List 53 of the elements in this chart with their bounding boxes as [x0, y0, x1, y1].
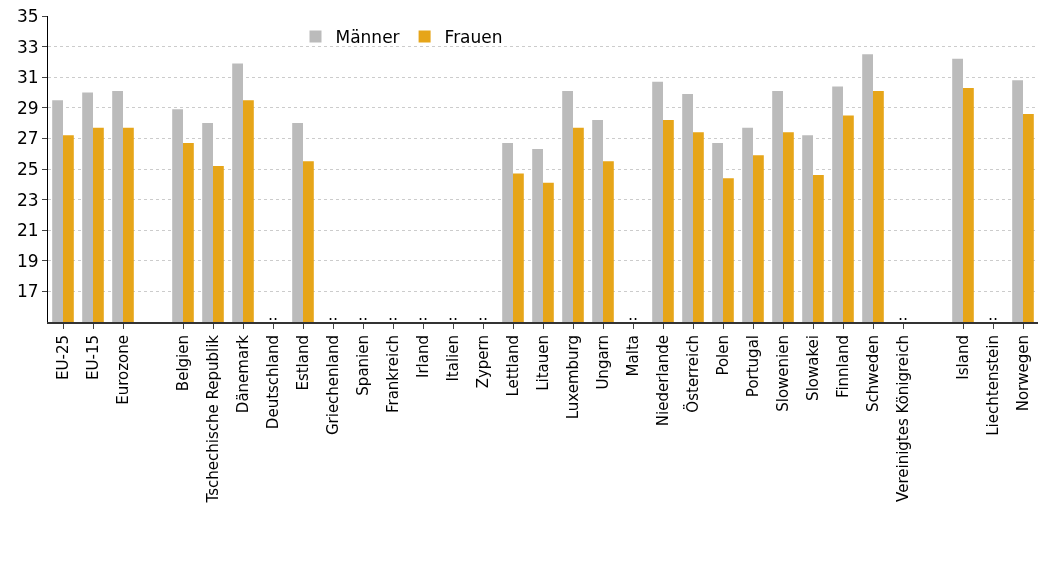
y-tick-label: 21: [16, 220, 39, 241]
text: ..: [418, 305, 429, 324]
x-tick-label: Frankreich: [383, 335, 402, 414]
x-tick-label: Litauen: [533, 335, 552, 391]
x-tick-label: Belgien: [173, 335, 192, 392]
x-tick-label: Malta: [623, 335, 642, 377]
x-tick-label: Lettland: [503, 335, 522, 397]
text: ..: [388, 305, 399, 324]
x-tick-label: Italien: [443, 335, 462, 382]
x-tick-label: Slowakei: [803, 335, 822, 401]
y-tick-label: 27: [16, 128, 39, 149]
text: ..: [988, 305, 999, 324]
x-tick-label: Schweden: [863, 335, 882, 413]
x-tick-label: Dänemark: [233, 334, 252, 414]
x-tick-label: Eurozone: [113, 335, 132, 405]
y-tick-label: 17: [16, 281, 39, 302]
x-tick-label: Österreich: [682, 335, 702, 413]
y-tick-label: 25: [16, 158, 39, 179]
x-tick-label: Portugal: [743, 335, 762, 398]
y-tick-label: 35: [16, 5, 39, 26]
x-tick-label: Estland: [293, 335, 312, 391]
x-tick-label: Spanien: [353, 335, 372, 396]
x-tick-label: Polen: [713, 335, 732, 376]
x-tick-label: Ungarn: [593, 335, 612, 390]
x-tick-label: Island: [953, 335, 972, 380]
text: ..: [358, 305, 369, 324]
x-tick-label: Tschechische Republik: [203, 334, 222, 504]
y-tick-label: 33: [16, 36, 39, 57]
y-tick-label: 31: [16, 67, 39, 88]
x-tick-label: Liechtenstein: [983, 335, 1002, 436]
text: ..: [328, 305, 339, 324]
x-tick-label: Luxemburg: [563, 335, 582, 420]
x-tick-label: Griechenland: [323, 335, 342, 436]
y-tick-label: 23: [16, 189, 39, 210]
y-tick-label: 19: [16, 250, 39, 271]
y-tick-label: 29: [16, 97, 39, 118]
legend-label: Männer: [335, 27, 400, 48]
text: ..: [898, 305, 909, 324]
x-tick-label: EU-15: [83, 335, 102, 380]
x-tick-label: Deutschland: [263, 335, 282, 430]
text: ..: [448, 305, 459, 324]
x-tick-label: Niederlande: [653, 335, 672, 427]
text: ..: [628, 305, 639, 324]
x-tick-label: Irland: [413, 335, 432, 378]
text: ..: [268, 305, 279, 324]
x-tick-label: Slowenien: [773, 335, 792, 412]
legend-label: Frauen: [444, 27, 503, 48]
x-tick-label: EU-25: [53, 335, 72, 380]
x-tick-label: Finnland: [833, 335, 852, 399]
x-tick-label: Vereinigtes Königreich: [893, 335, 912, 502]
x-tick-label: Norwegen: [1013, 335, 1032, 412]
x-tick-label: Zypern: [473, 335, 492, 389]
text: ..: [478, 305, 489, 324]
